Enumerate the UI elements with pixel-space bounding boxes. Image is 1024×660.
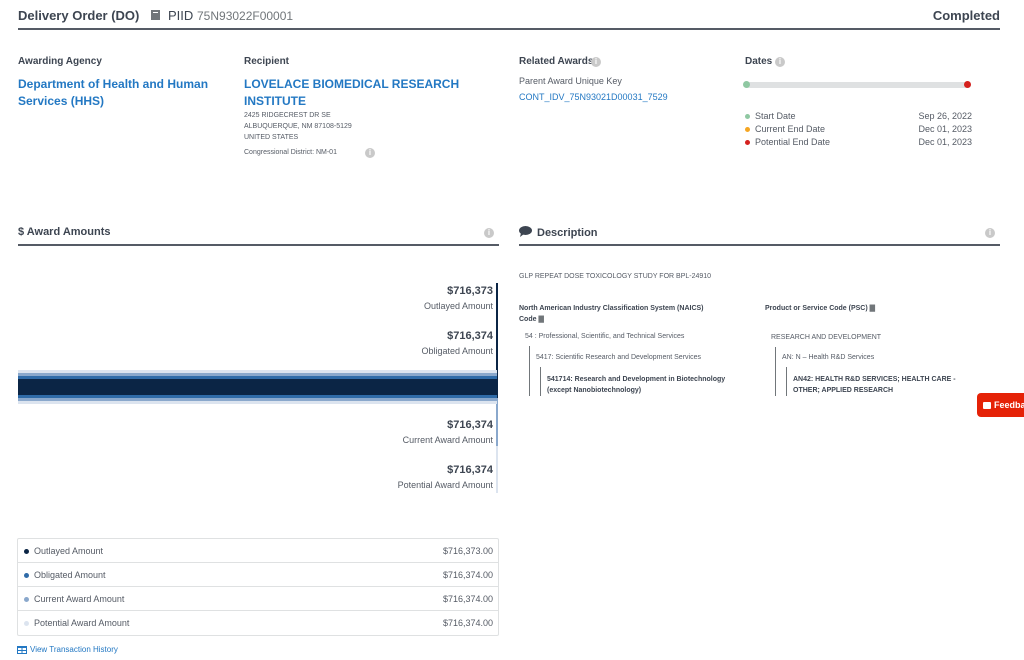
date-row-potential-end: Potential End Date Dec 01, 2023 [745, 137, 972, 147]
award-amounts-info-icon[interactable]: i [484, 228, 494, 238]
feedback-button[interactable]: Feedback [977, 393, 1024, 417]
psc-tree-line [786, 367, 787, 396]
related-awards-label: Related Awards [519, 56, 594, 67]
row-value: $716,374.00 [442, 618, 493, 628]
psc-level3: AN42: HEALTH R&D SERVICES; HEALTH CARE -… [793, 376, 956, 394]
psc-label-text: Product or Service Code (PSC) [765, 305, 868, 312]
table-row: Obligated Amount $716,374.00 [18, 563, 498, 587]
date-row-value: Dec 01, 2023 [918, 124, 972, 134]
psc-level2: AN: N – Health R&D Services [782, 354, 875, 361]
date-row-value: Dec 01, 2023 [918, 137, 972, 147]
status-label: Completed [932, 8, 1000, 23]
feedback-label: Feedback [994, 400, 1024, 410]
naics-tree-line [529, 346, 530, 396]
district-info-icon[interactable]: i [365, 148, 375, 158]
psc-label: Product or Service Code (PSC) ▇ [765, 303, 875, 314]
piid-label: PIID [168, 8, 194, 23]
start-date-dot [745, 114, 750, 120]
naics-level3: 541714: Research and Development in Biot… [547, 376, 726, 394]
description-text: GLP REPEAT DOSE TOXICOLOGY STUDY FOR BPL… [519, 273, 712, 280]
outlayed-amount-label: Outlayed Amount [423, 301, 493, 311]
award-type-title: Delivery Order (DO) [18, 8, 140, 23]
table-row: Potential Award Amount $716,374.00 [18, 611, 498, 635]
page-header: Delivery Order (DO) PIID 75N93022F00001 … [18, 8, 1000, 30]
naics-label: North American Industry Classification S… [519, 303, 719, 325]
date-row-start: Start Date Sep 26, 2022 [745, 111, 972, 121]
obligated-amount-value: $716,374 [447, 330, 493, 342]
timeline-end-marker [964, 81, 971, 88]
dates-timeline-bar [745, 82, 971, 88]
speech-bubble-icon [519, 226, 532, 237]
potential-amount-value: $716,374 [447, 464, 493, 476]
date-row-label: Start Date [755, 111, 796, 121]
glossary-book-icon[interactable] [150, 9, 161, 21]
obligated-legend-dot [24, 573, 29, 579]
parent-award-link[interactable]: CONT_IDV_75N93021D00031_7529 [519, 92, 668, 102]
potential-legend-dot [24, 621, 29, 627]
naics-tree-line [540, 367, 541, 396]
psc-tree-line [775, 347, 776, 396]
row-label: Outlayed Amount [34, 546, 104, 556]
description-info-icon[interactable]: i [985, 228, 995, 238]
row-value: $716,373.00 [442, 546, 493, 556]
recipient-address-line1: 2425 RIDGECREST DR SE [244, 112, 331, 119]
outlayed-indicator-line [496, 283, 498, 398]
recipient-address-line3: UNITED STATES [244, 134, 299, 141]
psc-level1: RESEARCH AND DEVELOPMENT [771, 334, 882, 341]
chat-icon [983, 402, 991, 409]
naics-label-text: North American Industry Classification S… [519, 305, 704, 323]
potential-amount-label: Potential Award Amount [397, 480, 493, 490]
date-row-current-end: Current End Date Dec 01, 2023 [745, 124, 972, 134]
view-transaction-history-label: View Transaction History [30, 645, 118, 654]
award-amounts-title: $ Award Amounts [18, 226, 111, 238]
current-amount-value: $716,374 [447, 419, 493, 431]
parent-award-label: Parent Award Unique Key [519, 76, 622, 86]
potential-end-date-dot [745, 140, 750, 146]
timeline-start-marker [743, 81, 750, 88]
outlayed-amount-bar[interactable] [18, 379, 497, 395]
recipient-link[interactable]: LOVELACE BIOMEDICAL RESEARCH INSTITUTE [244, 77, 460, 108]
naics-level2: 5417: Scientific Research and Developmen… [536, 354, 701, 361]
current-indicator-line [496, 398, 498, 446]
row-label: Current Award Amount [34, 594, 125, 604]
date-row-value: Sep 26, 2022 [918, 111, 972, 121]
description-title: Description [537, 227, 598, 239]
row-value: $716,374.00 [442, 594, 493, 604]
award-amounts-table: Outlayed Amount $716,373.00 Obligated Am… [17, 538, 499, 636]
awarding-agency-label: Awarding Agency [18, 56, 102, 67]
naics-level1: 54 : Professional, Scientific, and Techn… [525, 333, 685, 340]
outlayed-legend-dot [24, 549, 29, 555]
dates-label: Dates [745, 56, 773, 67]
congressional-district: Congressional District: NM-01 [244, 149, 337, 156]
date-row-label: Current End Date [755, 124, 826, 134]
table-icon [17, 645, 27, 654]
potential-indicator-line [496, 446, 498, 493]
current-end-date-dot [745, 127, 750, 133]
obligated-amount-label: Obligated Amount [421, 346, 493, 356]
recipient-label: Recipient [244, 56, 290, 67]
description-header: Description i [519, 226, 1000, 246]
psc-book-icon[interactable]: ▇ [869, 305, 876, 312]
row-value: $716,374.00 [442, 570, 493, 580]
related-awards-info-icon[interactable]: i [591, 57, 601, 67]
row-label: Obligated Amount [34, 570, 106, 580]
current-legend-dot [24, 597, 29, 603]
row-label: Potential Award Amount [34, 618, 130, 628]
piid-value: 75N93022F00001 [197, 9, 294, 23]
table-row: Current Award Amount $716,374.00 [18, 587, 498, 611]
recipient-address-line2: ALBUQUERQUE, NM 87108-5129 [244, 123, 352, 130]
current-amount-label: Current Award Amount [402, 435, 493, 445]
award-amounts-header: $ Award Amounts i [18, 226, 499, 246]
date-row-label: Potential End Date [755, 137, 831, 147]
table-row: Outlayed Amount $716,373.00 [18, 539, 498, 563]
dates-info-icon[interactable]: i [775, 57, 785, 67]
view-transaction-history-link[interactable]: View Transaction History [17, 645, 118, 654]
naics-book-icon[interactable]: ▇ [538, 316, 544, 323]
awarding-agency-link[interactable]: Department of Health and Human Services … [18, 77, 209, 108]
outlayed-amount-value: $716,373 [447, 285, 493, 297]
